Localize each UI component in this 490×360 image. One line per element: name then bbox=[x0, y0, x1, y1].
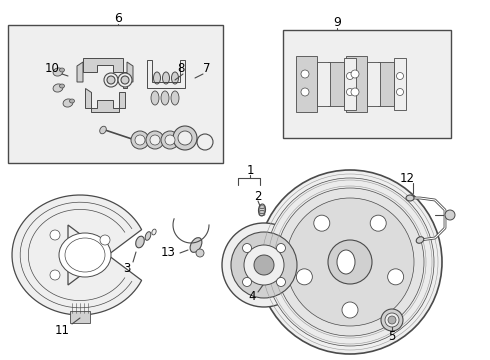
Ellipse shape bbox=[59, 233, 111, 277]
Circle shape bbox=[388, 269, 404, 285]
Circle shape bbox=[243, 278, 251, 287]
Polygon shape bbox=[394, 58, 406, 110]
Circle shape bbox=[301, 88, 309, 96]
Circle shape bbox=[346, 72, 353, 80]
Circle shape bbox=[346, 89, 353, 95]
Ellipse shape bbox=[406, 195, 414, 201]
Circle shape bbox=[165, 135, 175, 145]
Ellipse shape bbox=[153, 72, 161, 84]
Circle shape bbox=[258, 170, 442, 354]
Ellipse shape bbox=[53, 68, 63, 76]
Bar bbox=[8, 25, 223, 163]
Circle shape bbox=[150, 135, 160, 145]
Text: 12: 12 bbox=[399, 171, 415, 185]
Circle shape bbox=[196, 249, 204, 257]
Text: 6: 6 bbox=[114, 12, 122, 24]
Polygon shape bbox=[367, 62, 380, 106]
Ellipse shape bbox=[172, 72, 178, 84]
Polygon shape bbox=[378, 62, 394, 106]
Ellipse shape bbox=[152, 229, 156, 235]
Circle shape bbox=[173, 126, 197, 150]
Polygon shape bbox=[346, 56, 367, 112]
Text: 11: 11 bbox=[54, 324, 70, 337]
Ellipse shape bbox=[59, 84, 65, 88]
Text: 13: 13 bbox=[161, 247, 175, 260]
Circle shape bbox=[396, 72, 403, 80]
Polygon shape bbox=[127, 62, 133, 82]
Text: 3: 3 bbox=[123, 261, 131, 275]
Circle shape bbox=[445, 210, 455, 220]
Circle shape bbox=[231, 232, 297, 298]
Circle shape bbox=[222, 223, 306, 307]
Circle shape bbox=[266, 178, 434, 346]
Circle shape bbox=[301, 70, 309, 78]
Ellipse shape bbox=[161, 91, 169, 105]
Bar bbox=[283, 30, 451, 138]
Text: 8: 8 bbox=[177, 62, 185, 75]
Polygon shape bbox=[328, 62, 344, 106]
Circle shape bbox=[396, 89, 403, 95]
Text: 5: 5 bbox=[388, 329, 396, 342]
Text: 7: 7 bbox=[203, 62, 211, 75]
Polygon shape bbox=[83, 58, 127, 88]
Text: 4: 4 bbox=[248, 289, 256, 302]
Ellipse shape bbox=[63, 99, 73, 107]
Ellipse shape bbox=[163, 72, 170, 84]
Ellipse shape bbox=[145, 232, 151, 240]
Polygon shape bbox=[77, 62, 83, 82]
Ellipse shape bbox=[59, 68, 65, 72]
Polygon shape bbox=[85, 88, 125, 112]
Circle shape bbox=[296, 269, 312, 285]
Circle shape bbox=[351, 70, 359, 78]
Ellipse shape bbox=[416, 237, 424, 243]
Circle shape bbox=[351, 88, 359, 96]
Text: 1: 1 bbox=[246, 163, 254, 176]
Ellipse shape bbox=[70, 99, 74, 103]
Circle shape bbox=[131, 131, 149, 149]
Ellipse shape bbox=[53, 84, 63, 92]
Polygon shape bbox=[344, 58, 356, 110]
Circle shape bbox=[276, 188, 424, 336]
Circle shape bbox=[286, 198, 414, 326]
Circle shape bbox=[161, 131, 179, 149]
Ellipse shape bbox=[258, 204, 266, 216]
Circle shape bbox=[243, 243, 251, 252]
Ellipse shape bbox=[151, 91, 159, 105]
Circle shape bbox=[121, 76, 129, 84]
Polygon shape bbox=[12, 195, 142, 315]
Ellipse shape bbox=[337, 250, 355, 274]
Circle shape bbox=[178, 131, 192, 145]
Circle shape bbox=[146, 131, 164, 149]
Circle shape bbox=[244, 245, 284, 285]
Circle shape bbox=[100, 235, 110, 245]
Ellipse shape bbox=[136, 236, 144, 248]
Ellipse shape bbox=[171, 91, 179, 105]
Circle shape bbox=[104, 73, 118, 87]
Circle shape bbox=[314, 215, 330, 231]
Text: 2: 2 bbox=[254, 189, 262, 202]
Circle shape bbox=[107, 76, 115, 84]
Circle shape bbox=[388, 316, 396, 324]
Circle shape bbox=[385, 313, 399, 327]
Circle shape bbox=[342, 302, 358, 318]
Circle shape bbox=[50, 270, 60, 280]
Polygon shape bbox=[317, 62, 330, 106]
Circle shape bbox=[276, 278, 286, 287]
Circle shape bbox=[254, 255, 274, 275]
Polygon shape bbox=[70, 311, 90, 323]
Circle shape bbox=[381, 309, 403, 331]
Polygon shape bbox=[296, 56, 317, 112]
Ellipse shape bbox=[190, 238, 202, 252]
Circle shape bbox=[328, 240, 372, 284]
Circle shape bbox=[370, 215, 386, 231]
Text: 9: 9 bbox=[333, 15, 341, 28]
Circle shape bbox=[276, 243, 286, 252]
Text: 10: 10 bbox=[45, 62, 59, 75]
Circle shape bbox=[118, 73, 132, 87]
Ellipse shape bbox=[100, 126, 106, 134]
Circle shape bbox=[135, 135, 145, 145]
Circle shape bbox=[50, 230, 60, 240]
